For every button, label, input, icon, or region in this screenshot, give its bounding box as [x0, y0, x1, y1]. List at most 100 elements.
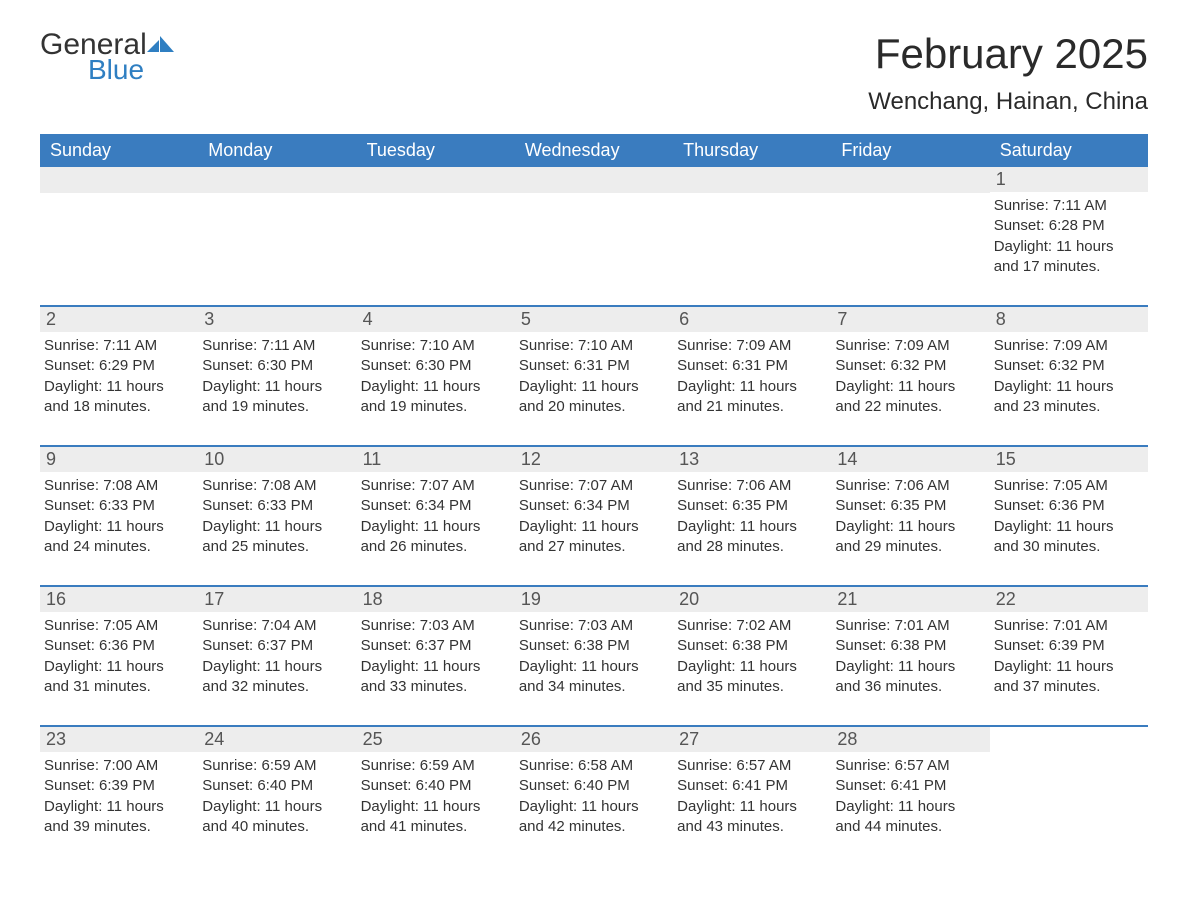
day-cell: 14Sunrise: 7:06 AMSunset: 6:35 PMDayligh…: [831, 447, 989, 567]
day-number-row: 7: [831, 307, 989, 332]
sunset-line: Sunset: 6:38 PM: [519, 636, 665, 656]
day-cell: 19 Sunrise: 7:03 AMSunset: 6:38 PMDayligh…: [515, 587, 673, 707]
day-cell: 15Sunrise: 7:05 AMSunset: 6:36 PMDayligh…: [990, 447, 1148, 567]
daylight-line: Daylight: 11 hours and 30 minutes.: [994, 517, 1140, 558]
week-row: 1Sunrise: 7:11 AMSunset: 6:28 PMDaylight…: [40, 167, 1148, 287]
day-cell: 2Sunrise: 7:11 AMSunset: 6:29 PMDaylight…: [40, 307, 198, 427]
day-cell: 24Sunrise: 6:59 AMSunset: 6:40 PMDayligh…: [198, 727, 356, 847]
empty-cell: [673, 167, 831, 287]
day-number: 28: [837, 729, 857, 749]
flag-icon: [147, 34, 175, 54]
day-number-row: 4: [357, 307, 515, 332]
day-number: 18: [363, 589, 383, 609]
sunrise-line: Sunrise: 7:03 AM: [361, 616, 507, 636]
day-number: 5: [521, 309, 531, 329]
sunrise-line: Sunrise: 6:57 AM: [677, 756, 823, 776]
sunset-line: Sunset: 6:34 PM: [519, 496, 665, 516]
day-number-row: 26: [515, 727, 673, 752]
empty-cell: [357, 167, 515, 287]
day-cell: 7Sunrise: 7:09 AMSunset: 6:32 PMDaylight…: [831, 307, 989, 427]
day-number-row: 25: [357, 727, 515, 752]
day-cell: 6Sunrise: 7:09 AMSunset: 6:31 PMDaylight…: [673, 307, 831, 427]
day-number: 15: [996, 449, 1016, 469]
empty-number-row: [357, 167, 515, 193]
day-number-row: 1: [990, 167, 1148, 192]
sunset-line: Sunset: 6:39 PM: [44, 776, 190, 796]
location: Wenchang, Hainan, China: [868, 88, 1148, 116]
sunrise-line: Sunrise: 6:57 AM: [835, 756, 981, 776]
day-cell: 18 Sunrise: 7:03 AMSunset: 6:37 PMDayligh…: [357, 587, 515, 707]
sunrise-line: Sunrise: 6:58 AM: [519, 756, 665, 776]
day-cell: 28Sunrise: 6:57 AMSunset: 6:41 PMDayligh…: [831, 727, 989, 847]
day-number: 12: [521, 449, 541, 469]
sunset-line: Sunset: 6:36 PM: [994, 496, 1140, 516]
day-number: 14: [837, 449, 857, 469]
sunset-line: Sunset: 6:38 PM: [677, 636, 823, 656]
day-number: 8: [996, 309, 1006, 329]
day-number: 27: [679, 729, 699, 749]
header: General Blue February 2025 Wenchang, Hai…: [40, 30, 1148, 116]
dow-cell: Tuesday: [357, 134, 515, 167]
sunset-line: Sunset: 6:36 PM: [44, 636, 190, 656]
empty-number-row: [673, 167, 831, 193]
daylight-line: Daylight: 11 hours and 18 minutes.: [44, 377, 190, 418]
day-cell: 22Sunrise: 7:01 AMSunset: 6:39 PMDayligh…: [990, 587, 1148, 707]
daylight-line: Daylight: 11 hours and 43 minutes.: [677, 797, 823, 838]
day-of-week-header: SundayMondayTuesdayWednesdayThursdayFrid…: [40, 134, 1148, 167]
daylight-line: Daylight: 11 hours and 19 minutes.: [202, 377, 348, 418]
sunrise-line: Sunrise: 7:08 AM: [202, 476, 348, 496]
sunset-line: Sunset: 6:30 PM: [202, 356, 348, 376]
day-cell: 12Sunrise: 7:07 AMSunset: 6:34 PMDayligh…: [515, 447, 673, 567]
day-number: 22: [996, 589, 1016, 609]
day-number: 21: [837, 589, 857, 609]
sunrise-line: Sunrise: 7:10 AM: [361, 336, 507, 356]
sunset-line: Sunset: 6:37 PM: [361, 636, 507, 656]
sunrise-line: Sunrise: 7:05 AM: [44, 616, 190, 636]
day-number-row: 11: [357, 447, 515, 472]
dow-cell: Friday: [831, 134, 989, 167]
day-cell: 3 Sunrise: 7:11 AMSunset: 6:30 PMDaylight…: [198, 307, 356, 427]
daylight-line: Daylight: 11 hours and 36 minutes.: [835, 657, 981, 698]
sunrise-line: Sunrise: 7:02 AM: [677, 616, 823, 636]
day-number: 3: [204, 309, 214, 329]
day-cell: 23Sunrise: 7:00 AMSunset: 6:39 PMDayligh…: [40, 727, 198, 847]
day-number: 7: [837, 309, 847, 329]
daylight-line: Daylight: 11 hours and 33 minutes.: [361, 657, 507, 698]
day-cell: 1Sunrise: 7:11 AMSunset: 6:28 PMDaylight…: [990, 167, 1148, 287]
day-number-row: 16: [40, 587, 198, 612]
sunset-line: Sunset: 6:34 PM: [361, 496, 507, 516]
day-cell: 9Sunrise: 7:08 AMSunset: 6:33 PMDaylight…: [40, 447, 198, 567]
day-number: 2: [46, 309, 56, 329]
day-cell: 20Sunrise: 7:02 AMSunset: 6:38 PMDayligh…: [673, 587, 831, 707]
daylight-line: Daylight: 11 hours and 24 minutes.: [44, 517, 190, 558]
day-number: 11: [363, 449, 382, 469]
sunset-line: Sunset: 6:40 PM: [361, 776, 507, 796]
day-number: 19: [521, 589, 541, 609]
sunset-line: Sunset: 6:35 PM: [677, 496, 823, 516]
daylight-line: Daylight: 11 hours and 27 minutes.: [519, 517, 665, 558]
sunrise-line: Sunrise: 7:07 AM: [361, 476, 507, 496]
empty-number-row: [515, 167, 673, 193]
daylight-line: Daylight: 11 hours and 34 minutes.: [519, 657, 665, 698]
day-number: 10: [204, 449, 224, 469]
day-cell: 27 Sunrise: 6:57 AMSunset: 6:41 PMDayligh…: [673, 727, 831, 847]
sunset-line: Sunset: 6:41 PM: [677, 776, 823, 796]
sunset-line: Sunset: 6:39 PM: [994, 636, 1140, 656]
brand-logo: General Blue: [40, 30, 175, 84]
dow-cell: Saturday: [990, 134, 1148, 167]
day-number-row: 14: [831, 447, 989, 472]
day-number: 24: [204, 729, 224, 749]
sunset-line: Sunset: 6:33 PM: [202, 496, 348, 516]
week-row: 2Sunrise: 7:11 AMSunset: 6:29 PMDaylight…: [40, 305, 1148, 427]
sunset-line: Sunset: 6:38 PM: [835, 636, 981, 656]
day-number: 26: [521, 729, 541, 749]
sunrise-line: Sunrise: 7:03 AM: [519, 616, 665, 636]
sunrise-line: Sunrise: 7:11 AM: [202, 336, 348, 356]
dow-cell: Wednesday: [515, 134, 673, 167]
sunrise-line: Sunrise: 7:04 AM: [202, 616, 348, 636]
daylight-line: Daylight: 11 hours and 26 minutes.: [361, 517, 507, 558]
empty-number-row: [831, 167, 989, 193]
sunset-line: Sunset: 6:32 PM: [994, 356, 1140, 376]
day-number-row: 2: [40, 307, 198, 332]
day-number-row: 5: [515, 307, 673, 332]
